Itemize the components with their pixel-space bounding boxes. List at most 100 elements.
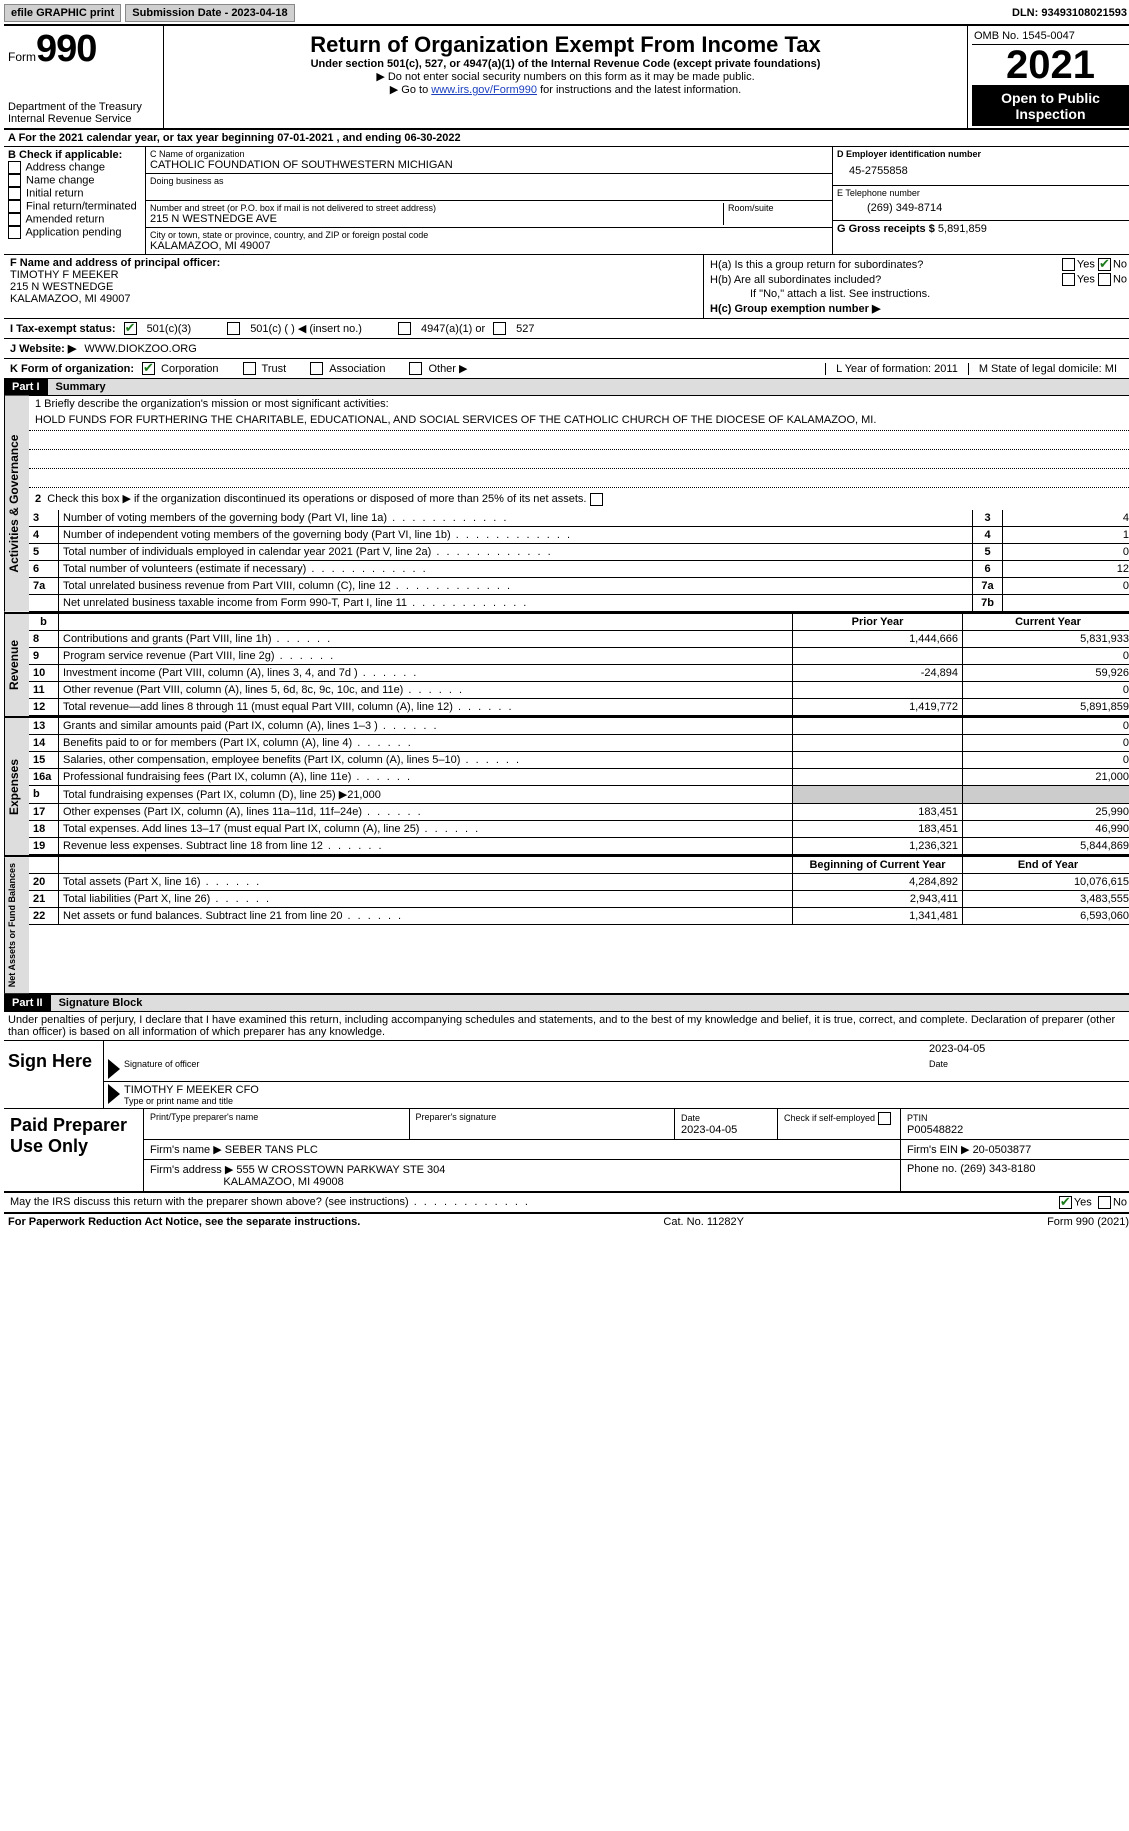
paid-preparer-label: Paid Preparer Use Only — [4, 1109, 144, 1191]
firm-ein: 20-0503877 — [973, 1144, 1032, 1156]
part-1-label: Part I — [4, 379, 48, 395]
year-header-row: b Prior Year Current Year — [29, 614, 1129, 631]
website-value: WWW.DIOKZOO.ORG — [84, 343, 196, 355]
part-1-title: Summary — [48, 379, 1129, 395]
row-f-h: F Name and address of principal officer:… — [4, 255, 1129, 319]
summary-line: 19Revenue less expenses. Subtract line 1… — [29, 838, 1129, 855]
firm-name-label: Firm's name ▶ — [150, 1144, 222, 1156]
firm-phone: (269) 343-8180 — [960, 1163, 1035, 1175]
footer-cat: Cat. No. 11282Y — [663, 1216, 744, 1228]
phone-label: E Telephone number — [837, 188, 1129, 198]
dln: DLN: 93493108021593 — [1012, 7, 1129, 19]
paid-preparer-block: Paid Preparer Use Only Print/Type prepar… — [4, 1109, 1129, 1193]
expenses-tab: Expenses — [4, 718, 29, 855]
527-checkbox[interactable] — [493, 322, 506, 335]
hb-no-checkbox[interactable] — [1098, 273, 1111, 286]
street-address: 215 N WESTNEDGE AVE — [150, 213, 719, 225]
efile-print-button[interactable]: efile GRAPHIC print — [4, 4, 121, 22]
form-label: Form — [8, 50, 36, 64]
city-label: City or town, state or province, country… — [150, 230, 828, 240]
trust-checkbox[interactable] — [243, 362, 256, 375]
net-assets-tab: Net Assets or Fund Balances — [4, 857, 29, 993]
summary-line: 5Total number of individuals employed in… — [29, 544, 1129, 561]
part-2-label: Part II — [4, 995, 51, 1011]
ein-value: 45-2755858 — [837, 159, 1129, 183]
officer-sig-name: TIMOTHY F MEEKER CFO — [124, 1084, 259, 1096]
summary-line: 7aTotal unrelated business revenue from … — [29, 578, 1129, 595]
other-checkbox[interactable] — [409, 362, 422, 375]
irs-link[interactable]: www.irs.gov/Form990 — [431, 84, 537, 96]
sign-here-block: Sign Here 2023-04-05 Signature of office… — [4, 1041, 1129, 1109]
hb-yes-checkbox[interactable] — [1062, 273, 1075, 286]
colb-checkbox[interactable] — [8, 213, 21, 226]
mission-text: HOLD FUNDS FOR FURTHERING THE CHARITABLE… — [29, 412, 1129, 431]
form-subtitle-1: Under section 501(c), 527, or 4947(a)(1)… — [168, 58, 963, 70]
state-domicile: M State of legal domicile: MI — [968, 363, 1127, 375]
colb-checkbox[interactable] — [8, 226, 21, 239]
summary-line: 11Other revenue (Part VIII, column (A), … — [29, 682, 1129, 699]
sign-date: 2023-04-05 — [929, 1043, 1129, 1055]
prep-date-label: Date — [681, 1113, 700, 1123]
website-label: J Website: ▶ — [10, 342, 76, 355]
tax-year: 2021 — [972, 45, 1129, 86]
row-a-period: A For the 2021 calendar year, or tax yea… — [4, 130, 1129, 147]
self-employed-checkbox[interactable] — [878, 1112, 891, 1125]
gross-value: 5,891,859 — [938, 223, 987, 235]
firm-ein-label: Firm's EIN ▶ — [907, 1144, 970, 1156]
prep-date: 2023-04-05 — [681, 1124, 737, 1136]
org-form-label: K Form of organization: — [10, 363, 134, 375]
firm-addr2: KALAMAZOO, MI 49008 — [223, 1176, 343, 1188]
sig-officer-label: Signature of officer — [124, 1059, 929, 1079]
summary-line: 4Number of independent voting members of… — [29, 527, 1129, 544]
ha-no-checkbox[interactable] — [1098, 258, 1111, 271]
4947-checkbox[interactable] — [398, 322, 411, 335]
hc-label: H(c) Group exemption number ▶ — [710, 301, 1127, 316]
begin-year-header: Beginning of Current Year — [793, 857, 963, 873]
name-arrow-icon — [108, 1084, 120, 1104]
officer-label: F Name and address of principal officer: — [10, 257, 697, 269]
sig-date-label: Date — [929, 1059, 1129, 1079]
entity-block: B Check if applicable: Address change Na… — [4, 147, 1129, 255]
ha-label: H(a) Is this a group return for subordin… — [710, 259, 923, 271]
revenue-section: Revenue b Prior Year Current Year 8Contr… — [4, 614, 1129, 718]
row-i-status: I Tax-exempt status: 501(c)(3) 501(c) ( … — [4, 319, 1129, 339]
revenue-tab: Revenue — [4, 614, 29, 716]
assoc-checkbox[interactable] — [310, 362, 323, 375]
mission-blank-3 — [29, 469, 1129, 488]
ha-yes-checkbox[interactable] — [1062, 258, 1075, 271]
officer-addr2: KALAMAZOO, MI 49007 — [10, 293, 697, 305]
discuss-yes-checkbox[interactable] — [1059, 1196, 1072, 1209]
prior-year-header: Prior Year — [793, 614, 963, 630]
summary-line: 3Number of voting members of the governi… — [29, 510, 1129, 527]
phone-value: (269) 349-8714 — [837, 198, 1129, 218]
ptin-label: PTIN — [907, 1113, 928, 1123]
year-cell: OMB No. 1545-0047 2021 Open to Public In… — [968, 26, 1129, 128]
expenses-section: Expenses 13Grants and similar amounts pa… — [4, 718, 1129, 857]
officer-sig-name-label: Type or print name and title — [124, 1096, 259, 1106]
org-name-label: C Name of organization — [150, 149, 828, 159]
open-inspection: Open to Public Inspection — [972, 86, 1129, 126]
page-footer: For Paperwork Reduction Act Notice, see … — [4, 1214, 1129, 1230]
city-address: KALAMAZOO, MI 49007 — [150, 240, 828, 252]
part-2-title: Signature Block — [51, 995, 1129, 1011]
summary-line: 20Total assets (Part X, line 16)4,284,89… — [29, 874, 1129, 891]
col-d-info: D Employer identification number 45-2755… — [833, 147, 1129, 254]
501c-checkbox[interactable] — [227, 322, 240, 335]
col-b-checkboxes: B Check if applicable: Address change Na… — [4, 147, 146, 254]
mission-label: 1 Briefly describe the organization's mi… — [29, 396, 1129, 412]
501c3-checkbox[interactable] — [124, 322, 137, 335]
status-label: I Tax-exempt status: — [10, 323, 116, 335]
colb-checkbox[interactable] — [8, 174, 21, 187]
line2-checkbox[interactable] — [590, 493, 603, 506]
corp-checkbox[interactable] — [142, 362, 155, 375]
colb-checkbox[interactable] — [8, 187, 21, 200]
form-title: Return of Organization Exempt From Incom… — [168, 28, 963, 58]
summary-line: 9Program service revenue (Part VIII, lin… — [29, 648, 1129, 665]
discuss-no-checkbox[interactable] — [1098, 1196, 1111, 1209]
colb-checkbox[interactable] — [8, 200, 21, 213]
footer-right: Form 990 (2021) — [1047, 1216, 1129, 1228]
summary-line: 8Contributions and grants (Part VIII, li… — [29, 631, 1129, 648]
colb-checkbox[interactable] — [8, 161, 21, 174]
title-cell: Return of Organization Exempt From Incom… — [164, 26, 968, 128]
hb-label: H(b) Are all subordinates included? — [710, 274, 881, 286]
